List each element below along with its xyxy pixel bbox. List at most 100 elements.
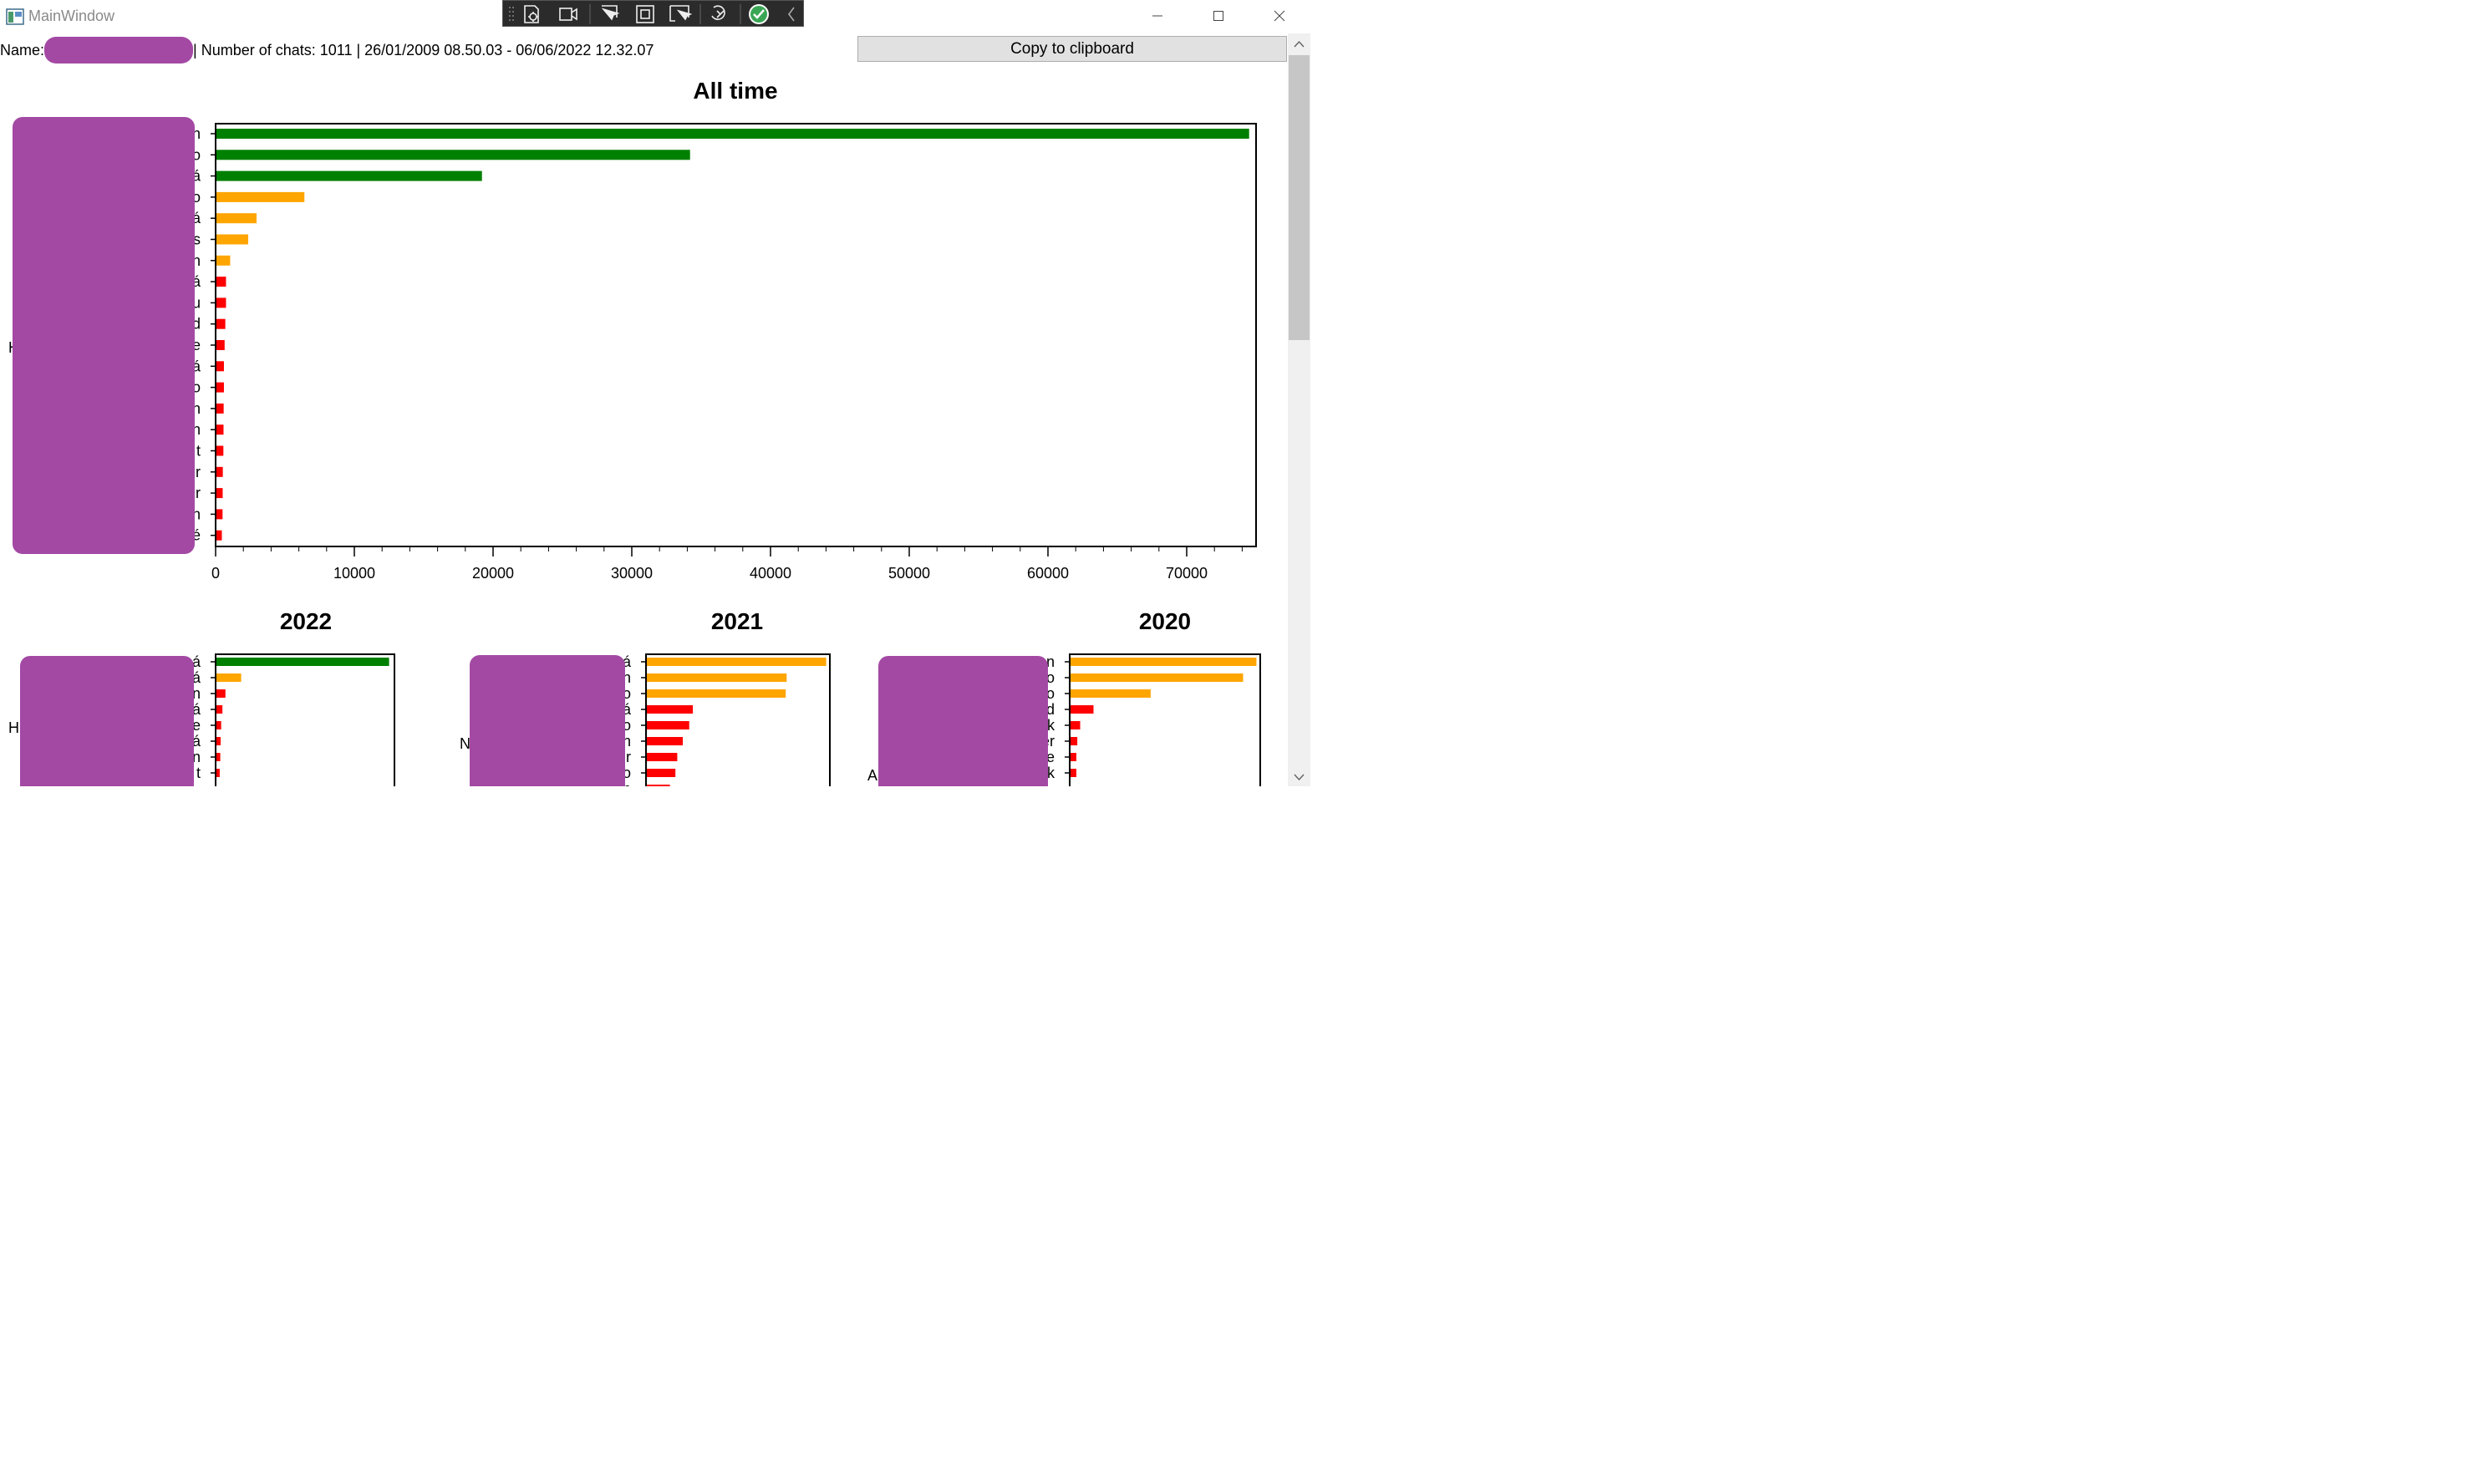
bar — [1071, 721, 1081, 729]
maximize-icon — [1213, 11, 1223, 21]
plot-frame — [645, 653, 831, 786]
bar — [216, 737, 221, 745]
bar — [647, 705, 694, 714]
track-focused-element-icon[interactable] — [669, 4, 693, 24]
bar — [216, 382, 224, 393]
bar — [216, 234, 249, 245]
category-label: t — [196, 765, 201, 781]
category-label: s — [193, 231, 201, 248]
chart-title: 2022 — [280, 608, 332, 634]
bar — [216, 170, 482, 181]
category-redaction — [470, 655, 625, 786]
plot-frame — [215, 653, 395, 786]
debug-toolbar — [502, 0, 804, 27]
category-label: r — [626, 749, 631, 765]
chart-title: All time — [693, 78, 777, 104]
bar — [647, 753, 678, 761]
category-label: é — [192, 527, 201, 544]
x-tick-label: 10000 — [333, 565, 375, 582]
bar — [647, 658, 827, 666]
bar — [216, 658, 389, 666]
vertical-scrollbar[interactable] — [1288, 33, 1310, 786]
display-layout-adorners-icon[interactable] — [635, 4, 655, 24]
bar — [1071, 673, 1244, 682]
close-button[interactable] — [1260, 3, 1299, 28]
category-label: n — [623, 733, 631, 750]
bar — [216, 488, 223, 499]
scroll-down-icon[interactable] — [1288, 770, 1310, 785]
bar — [1071, 705, 1094, 714]
category-label: n — [1046, 653, 1055, 670]
title-bar: MainWindow — [0, 0, 1310, 32]
category-label: á — [192, 701, 201, 718]
category-label: n — [192, 506, 201, 522]
hot-reload-status-icon[interactable] — [749, 4, 769, 24]
category-label: o — [192, 379, 201, 396]
scroll-up-icon[interactable] — [1288, 37, 1310, 52]
bar — [1071, 769, 1076, 777]
chart-title: 2020 — [1139, 608, 1191, 634]
charts-area: All timeHnoáoásnáudeáonntrrné01000020000… — [8, 78, 1261, 786]
bar — [647, 769, 676, 777]
select-element-icon[interactable] — [598, 4, 620, 24]
category-label: n — [192, 252, 201, 269]
category-label: k — [1047, 765, 1055, 781]
category-label: á — [192, 273, 201, 290]
category-label: á — [192, 669, 201, 686]
category-label: n — [192, 125, 201, 142]
x-tick-label: 50000 — [888, 565, 930, 582]
category-label: n — [192, 749, 201, 765]
window-title: MainWindow — [28, 8, 115, 24]
category-label: p — [623, 780, 631, 786]
category-label: á — [192, 653, 201, 670]
bar — [216, 277, 226, 287]
copy-to-clipboard-button[interactable]: Copy to clipboard — [857, 36, 1287, 62]
bar — [1071, 658, 1257, 666]
bar — [1071, 737, 1078, 745]
x-tick-label: 30000 — [611, 565, 653, 582]
x-tick-label: 60000 — [1027, 565, 1069, 582]
category-label: t — [196, 443, 201, 460]
bar — [216, 705, 223, 714]
category-redaction — [13, 117, 195, 554]
scrollbar-thumb[interactable] — [1289, 55, 1310, 340]
category-label: á — [192, 733, 201, 750]
close-icon — [1274, 10, 1285, 22]
bar — [216, 129, 1249, 139]
category-label: e — [192, 337, 201, 353]
bar — [647, 673, 787, 682]
live-visual-tree-icon[interactable] — [523, 4, 539, 23]
drag-handle-icon[interactable] — [508, 4, 515, 24]
summary-text: | Number of chats: 1011 | 26/01/2009 08.… — [193, 42, 654, 58]
collapse-toolbar-icon[interactable] — [784, 4, 797, 24]
chart-2021: 2021Nánoáonrop — [460, 608, 831, 786]
bar — [647, 785, 670, 786]
category-label: e — [192, 717, 201, 734]
bar — [216, 297, 226, 308]
category-label: n — [192, 421, 201, 438]
category-label: á — [192, 168, 201, 185]
hot-reload-icon[interactable] — [709, 4, 730, 24]
bar — [216, 753, 221, 761]
bar — [647, 737, 683, 745]
category-label: d — [1046, 701, 1055, 718]
bar — [216, 466, 223, 477]
category-label: o — [623, 765, 631, 781]
chart-2020: 2020Anoodkerek — [867, 608, 1261, 786]
minimize-button[interactable] — [1138, 3, 1177, 28]
category-label: o — [1046, 669, 1055, 686]
maximize-button[interactable] — [1199, 3, 1238, 28]
category-label: k — [1047, 717, 1055, 734]
chart-all-time: All timeHnoáoásnáudeáonntrrné01000020000… — [8, 78, 1257, 582]
y-axis-label: N — [460, 735, 470, 752]
video-camera-icon[interactable] — [558, 8, 577, 21]
category-label: d — [192, 316, 201, 333]
category-redaction — [20, 656, 194, 786]
x-tick-label: 20000 — [472, 565, 514, 582]
bar — [216, 689, 226, 698]
x-tick-label: 0 — [211, 565, 220, 582]
bar — [216, 721, 221, 729]
bar — [216, 191, 305, 202]
bar — [216, 673, 242, 682]
